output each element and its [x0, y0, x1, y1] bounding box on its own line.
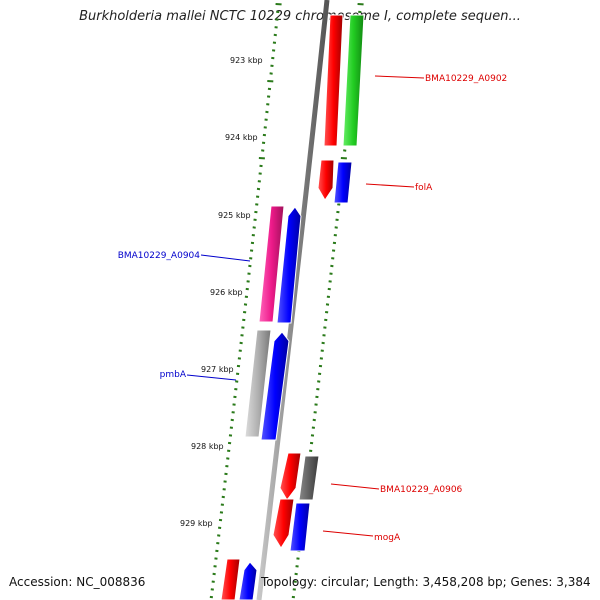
- genome-summary-text: Topology: circular; Length: 3,458,208 bp…: [261, 575, 591, 589]
- gene-label-a0902[interactable]: BMA10229_A0902: [425, 74, 507, 84]
- gene-labels: BMA10229_A0902 folA BMA10229_A0904 pmbA …: [118, 74, 508, 543]
- leader-lines: [186, 75, 425, 537]
- scale-label-924: 924 kbp: [225, 133, 258, 142]
- gene-label-a0906[interactable]: BMA10229_A0906: [380, 485, 463, 495]
- scale-label-923: 923 kbp: [230, 56, 263, 65]
- gene-label-pmba[interactable]: pmbA: [160, 370, 187, 380]
- gene-label-moga[interactable]: mogA: [374, 533, 401, 543]
- gene-red-moga: [272, 498, 295, 549]
- scale-label-929: 929 kbp: [180, 519, 213, 528]
- scale-label-927: 927 kbp: [201, 365, 234, 374]
- gene-blue-pmba: [260, 331, 290, 441]
- scale-label-925: 925 kbp: [218, 211, 251, 220]
- gene-grey-pmba: [244, 329, 272, 438]
- gene-blue-moga: [289, 502, 311, 552]
- gene-blue-bottom: [238, 561, 258, 600]
- gene-dark-a0906: [298, 455, 320, 501]
- gene-blue-fola: [333, 161, 353, 204]
- gene-magenta-a0904: [258, 205, 285, 323]
- gene-blue-a0904: [276, 206, 302, 324]
- gene-label-a0904[interactable]: BMA10229_A0904: [118, 251, 201, 261]
- gene-label-fola[interactable]: folA: [415, 183, 433, 193]
- gene-red-fola: [317, 159, 335, 201]
- gene-red-a0906: [279, 452, 302, 501]
- scale-label-926: 926 kbp: [210, 288, 243, 297]
- gene-red-bottom: [220, 558, 241, 600]
- scale-labels: 923 kbp 924 kbp 925 kbp 926 kbp 927 kbp …: [180, 56, 263, 528]
- map-title: Burkholderia mallei NCTC 10229 chromosom…: [79, 9, 521, 24]
- gene-red-upper: [323, 14, 344, 147]
- chromosome-backbone: [256, 0, 330, 600]
- scale-label-928: 928 kbp: [191, 442, 224, 451]
- gene-green-a0902: [342, 14, 365, 147]
- gene-track: [220, 14, 365, 600]
- accession-text: Accession: NC_008836: [9, 575, 146, 589]
